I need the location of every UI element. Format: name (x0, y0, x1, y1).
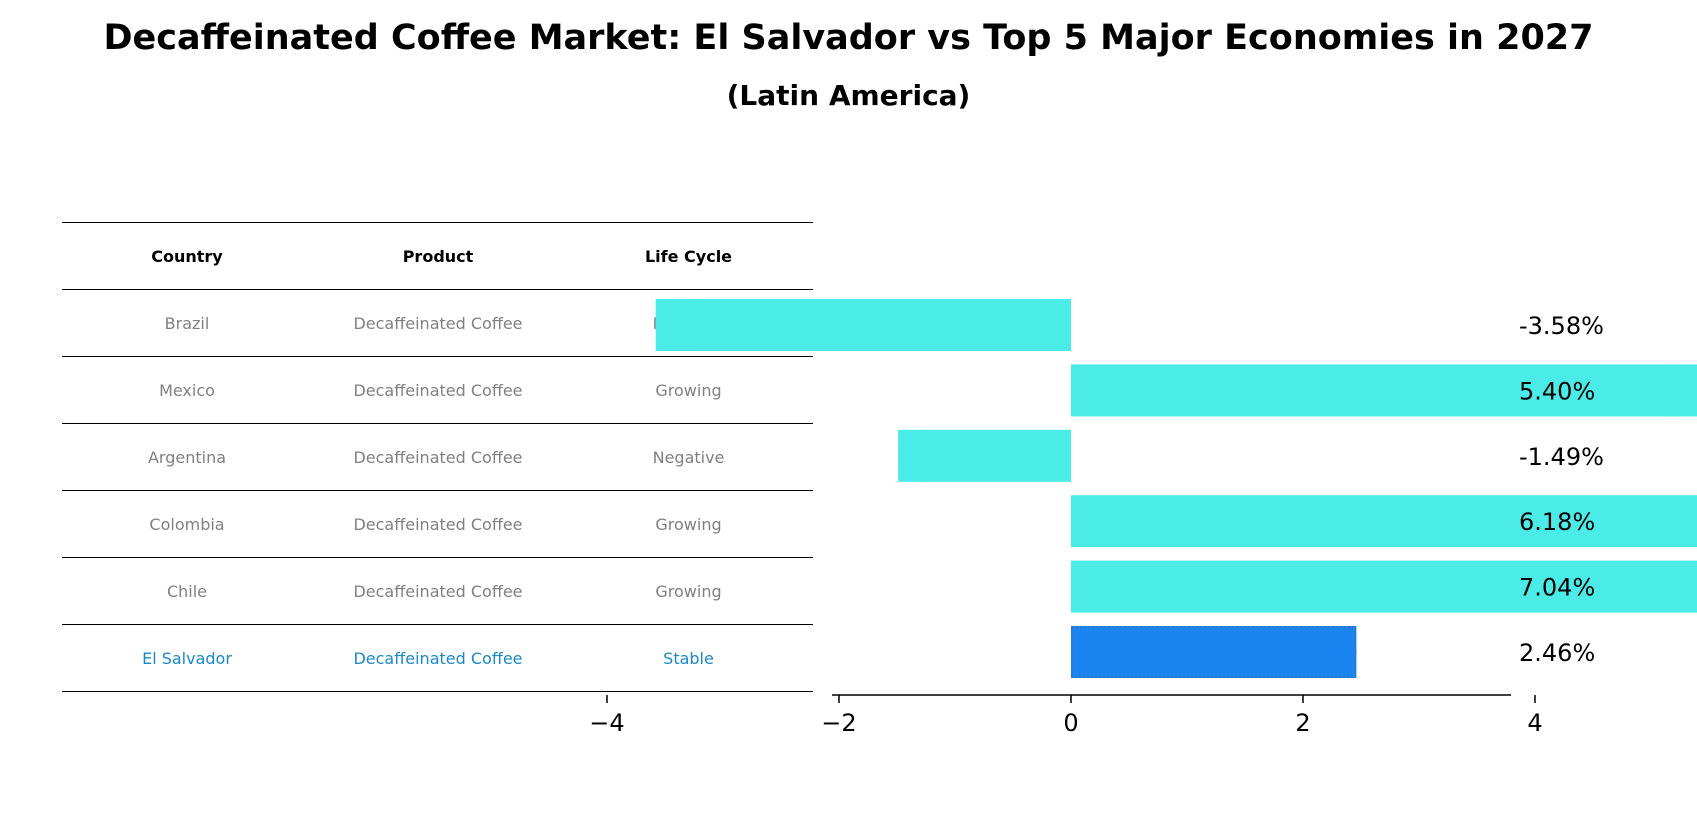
cell-life-cycle: Growing (655, 380, 722, 400)
bar-body (1071, 495, 1697, 548)
value-label: 7.04% (1519, 574, 1595, 602)
value-label: 2.46% (1519, 639, 1595, 667)
value-label: -3.58% (1519, 312, 1604, 340)
cell-product: Decaffeinated Coffee (353, 380, 523, 400)
x-tick-label: 0 (1063, 709, 1078, 737)
table-row: Mexico Decaffeinated Coffee Growing (62, 356, 813, 423)
cell-life-cycle: Stable (663, 648, 714, 668)
market-table: Country Product Life Cycle Brazil Decaff… (62, 222, 813, 692)
x-tick-label: −4 (589, 709, 624, 737)
bar-colombia (1071, 495, 1697, 548)
cell-country: Mexico (159, 380, 215, 400)
value-label: 5.40% (1519, 377, 1595, 405)
value-label: -1.49% (1519, 443, 1604, 471)
bars-layer (655, 299, 1697, 678)
bar-argentina (898, 429, 1071, 482)
bar-brazil (655, 299, 1071, 351)
cell-product: Decaffeinated Coffee (353, 514, 523, 534)
cell-product: Decaffeinated Coffee (353, 581, 523, 601)
bar-cap (655, 299, 708, 351)
cell-life-cycle: Growing (655, 514, 722, 534)
cell-product: Decaffeinated Coffee (353, 447, 523, 467)
table-header-row: Country Product Life Cycle (62, 222, 813, 289)
cell-country: El Salvador (142, 648, 232, 668)
header-life-cycle: Life Cycle (644, 246, 733, 266)
bar-cap (1304, 626, 1357, 678)
table-row: Colombia Decaffeinated Coffee Growing (62, 490, 813, 557)
bar-body (655, 299, 1071, 351)
cell-country: Brazil (164, 313, 210, 333)
chart-subtitle: (Latin America) (726, 79, 971, 112)
bar-body (1071, 364, 1697, 417)
bar-cap (1645, 364, 1697, 417)
cell-country: Colombia (149, 514, 225, 534)
bar-highlight-outline (1071, 626, 1357, 678)
bar-chile (1071, 560, 1697, 613)
bar-cap (898, 429, 951, 482)
bar-body (1071, 560, 1697, 613)
bar-mexico (1071, 364, 1697, 417)
table-row: Chile Decaffeinated Coffee Growing (62, 557, 813, 624)
header-product: Product (402, 246, 474, 266)
cell-life-cycle: Growing (655, 581, 722, 601)
chart-title: Decaffeinated Coffee Market: El Salvador… (103, 18, 1594, 58)
x-axis: −4−20246 (589, 694, 1543, 737)
cell-life-cycle: Negative (652, 447, 725, 467)
cell-product: Decaffeinated Coffee (353, 313, 523, 333)
cell-country: Argentina (147, 447, 227, 467)
header-country: Country (151, 246, 223, 266)
bar-el-salvador (1071, 626, 1357, 678)
value-label: 6.18% (1519, 508, 1595, 536)
table-row: Argentina Decaffeinated Coffee Negative (62, 423, 813, 490)
value-labels-layer: -3.58% 5.40% -1.49% 6.18% 7.04% 2.46% (1519, 312, 1604, 667)
x-tick-label: 4 (1527, 709, 1542, 737)
cell-product: Decaffeinated Coffee (353, 648, 523, 668)
cell-country: Chile (166, 581, 208, 601)
table-row-highlighted: El Salvador Decaffeinated Coffee Stable (62, 624, 813, 692)
x-tick-label: 2 (1295, 709, 1310, 737)
x-tick-label: −2 (821, 709, 856, 737)
